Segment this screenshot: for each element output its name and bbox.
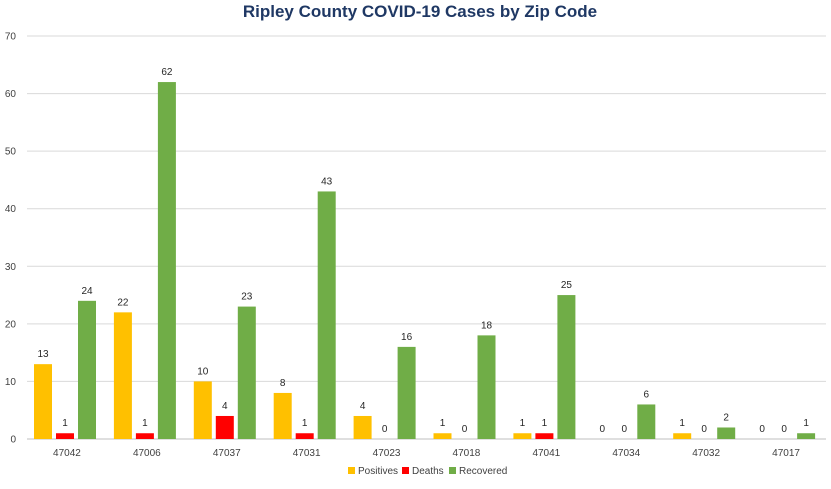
x-tick-label: 47031 xyxy=(293,448,321,459)
data-label: 2 xyxy=(723,412,729,423)
y-tick-label: 50 xyxy=(5,147,17,158)
data-label: 0 xyxy=(462,424,468,435)
data-label: 18 xyxy=(481,320,493,331)
data-label: 1 xyxy=(302,418,308,429)
data-label: 4 xyxy=(222,401,228,412)
x-tick-label: 47006 xyxy=(133,448,161,459)
bar-recovered xyxy=(78,300,96,439)
x-tick-label: 47023 xyxy=(373,448,401,459)
bar-recovered xyxy=(397,346,416,439)
x-tick-label: 47018 xyxy=(453,448,481,459)
data-label: 10 xyxy=(197,366,209,377)
data-label: 1 xyxy=(440,418,446,429)
data-label: 25 xyxy=(561,280,573,291)
chart-title: Ripley County COVID-19 Cases by Zip Code xyxy=(243,2,597,21)
gridlines xyxy=(27,35,826,440)
bar-positives xyxy=(34,364,52,439)
bar-recovered xyxy=(557,295,576,439)
bar-positives xyxy=(273,392,292,439)
x-tick-label: 47032 xyxy=(692,448,720,459)
data-label: 8 xyxy=(280,378,286,389)
bar-deaths xyxy=(295,433,314,439)
x-tick-label: 47037 xyxy=(213,448,241,459)
legend-swatch-deaths xyxy=(402,467,409,474)
data-label: 1 xyxy=(142,418,148,429)
data-label: 0 xyxy=(600,424,606,435)
bar-deaths xyxy=(215,415,234,439)
y-axis: 0 10 20 30 40 50 60 70 xyxy=(5,32,17,446)
legend-label: Positives xyxy=(358,466,398,477)
bar-positives xyxy=(193,381,212,439)
legend: Positives Deaths Recovered xyxy=(348,466,507,477)
y-tick-label: 40 xyxy=(5,204,17,215)
y-tick-label: 70 xyxy=(5,32,17,43)
data-label: 4 xyxy=(360,401,366,412)
y-tick-label: 0 xyxy=(10,435,16,446)
y-tick-label: 20 xyxy=(5,319,17,330)
data-label: 0 xyxy=(759,424,765,435)
data-label: 1 xyxy=(542,418,548,429)
bar-deaths xyxy=(56,433,74,439)
bar-recovered xyxy=(317,191,336,439)
data-label: 22 xyxy=(117,297,129,308)
bar-recovered xyxy=(717,427,736,439)
x-tick-label: 47041 xyxy=(532,448,560,459)
x-tick-label: 47017 xyxy=(772,448,800,459)
bar-recovered xyxy=(797,433,816,439)
data-label: 0 xyxy=(382,424,388,435)
y-tick-label: 10 xyxy=(5,377,17,388)
data-label: 24 xyxy=(81,286,93,297)
bar-recovered xyxy=(477,335,496,439)
legend-label: Deaths xyxy=(412,466,444,477)
bar-positives xyxy=(513,433,532,439)
data-label: 23 xyxy=(241,292,253,303)
y-tick-label: 60 xyxy=(5,89,17,100)
data-label: 0 xyxy=(701,424,707,435)
bar-recovered xyxy=(157,82,176,440)
data-label: 6 xyxy=(644,389,650,400)
legend-swatch-recovered xyxy=(449,467,456,474)
data-label: 62 xyxy=(161,67,173,78)
x-tick-label: 47034 xyxy=(612,448,640,459)
bar-positives xyxy=(433,433,452,439)
legend-swatch-positives xyxy=(348,467,355,474)
data-label: 1 xyxy=(803,418,809,429)
legend-label: Recovered xyxy=(459,466,507,477)
x-tick-label: 47042 xyxy=(53,448,81,459)
data-label: 13 xyxy=(37,349,49,360)
bar-deaths xyxy=(535,433,554,439)
bar-deaths xyxy=(135,433,154,439)
data-label: 1 xyxy=(62,418,68,429)
x-axis: 47042 47006 47037 47031 47023 47018 47041 47034… xyxy=(53,448,800,459)
bar-recovered xyxy=(237,306,256,439)
data-label: 0 xyxy=(622,424,628,435)
data-label: 1 xyxy=(679,418,685,429)
y-tick-label: 30 xyxy=(5,262,17,273)
data-label: 16 xyxy=(401,332,413,343)
bar-recovered xyxy=(637,404,656,439)
data-label: 1 xyxy=(520,418,526,429)
bar-positives xyxy=(113,312,132,439)
bar-positives xyxy=(353,415,372,439)
bar-positives xyxy=(673,433,692,439)
data-label: 0 xyxy=(781,424,787,435)
data-label: 43 xyxy=(321,176,333,187)
